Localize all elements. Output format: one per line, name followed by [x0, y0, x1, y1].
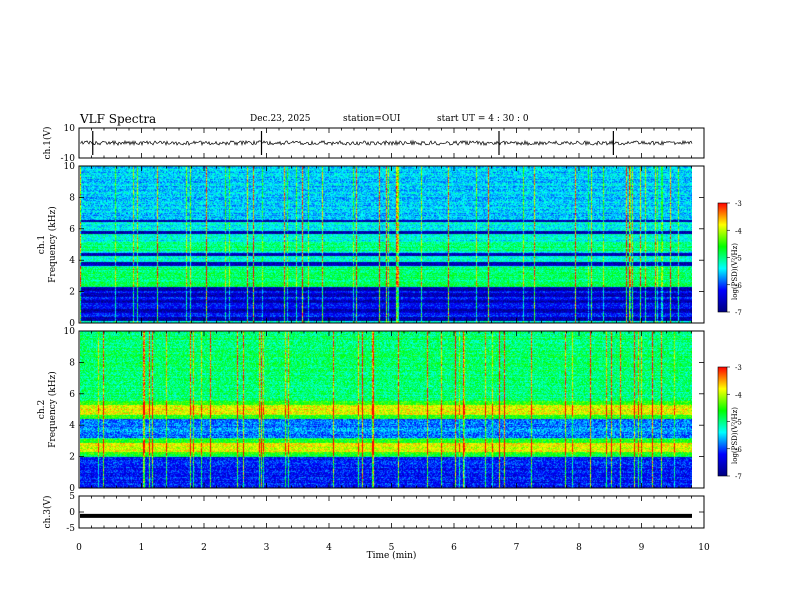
ch1-spec-ytick-label-0: 0 — [69, 319, 75, 329]
ch2-colorbar-tick-label-1: -4 — [735, 391, 742, 399]
ch1-colorbar-bar — [717, 202, 728, 313]
ch1-colorbar-tick-label-3: -6 — [735, 282, 742, 290]
ch1-colorbar-label: log(PSD)(V²/Hz) — [731, 243, 739, 300]
ch2-spec-ytick-label-0: 0 — [69, 484, 75, 494]
ch2-spec-ytick-label-4: 4 — [69, 421, 75, 431]
ch1-spec-ylabel: Frequency (kHz) — [47, 206, 58, 283]
ch2-spec-ytick-label-8: 8 — [69, 358, 75, 368]
ch3-wave-ylabel: ch.3(V) — [42, 496, 53, 529]
ch3-wave-ytick-label-0: 0 — [69, 508, 75, 518]
ch3-wave-ytick-label-5: 5 — [69, 492, 75, 502]
ch2-spec-ytick-label-2: 2 — [69, 453, 75, 463]
xtick-label-8: 8 — [576, 543, 582, 553]
xtick-label-9: 9 — [639, 543, 645, 553]
ch1-colorbar-tick-label-0: -3 — [735, 200, 742, 208]
xtick-label-5: 5 — [389, 543, 395, 553]
ch1-spec-ytick-label-4: 4 — [69, 256, 75, 266]
xtick-label-0: 0 — [76, 543, 82, 553]
ch2-colorbar-label: log(PSD)(V²/Hz) — [731, 407, 739, 464]
ch1-spec-ytick-label-2: 2 — [69, 288, 75, 298]
xtick-label-1: 1 — [139, 543, 145, 553]
xaxis-label: Time (min) — [367, 550, 417, 561]
ch1-colorbar-tick-label-1: -4 — [735, 227, 742, 235]
xtick-label-6: 6 — [451, 543, 457, 553]
ch2-spec-ytick-label-10: 10 — [64, 327, 76, 337]
ch2-colorbar-bar — [717, 366, 728, 477]
ch1-spec-ytick-label-10: 10 — [64, 162, 76, 172]
station-label: station=OUI — [343, 114, 401, 124]
plot-title: VLF Spectra — [80, 112, 157, 126]
ch1-wave-ylabel: ch.1(V) — [42, 127, 53, 160]
start-ut-label: start UT = 4 : 30 : 0 — [437, 114, 529, 124]
ch1-wave-ytick-label--10: -10 — [61, 154, 76, 164]
date-label: Dec.23, 2025 — [250, 114, 311, 124]
xtick-label-2: 2 — [201, 543, 207, 553]
ch3-wave-ytick-label--5: -5 — [66, 524, 75, 534]
ch2-colorbar-tick-label-2: -5 — [735, 419, 742, 427]
ch2-colorbar-tick-label-0: -3 — [735, 364, 742, 372]
ch1-spec-ytick-label-8: 8 — [69, 193, 75, 203]
ch2-colorbar-tick-label-3: -6 — [735, 446, 742, 454]
ch2-spectrogram-image — [80, 331, 692, 488]
ch1-wave-ytick-label-10: 10 — [64, 124, 76, 134]
ch1-waveform-line — [79, 139, 693, 147]
xtick-label-4: 4 — [326, 543, 332, 553]
xtick-label-3: 3 — [264, 543, 270, 553]
ch1-colorbar-tick-label-2: -5 — [735, 255, 742, 263]
xtick-label-7: 7 — [514, 543, 520, 553]
ch1-spec-ytick-label-6: 6 — [69, 225, 75, 235]
ch1-spectrogram-image — [80, 166, 692, 323]
ch2-spec-ytick-label-6: 6 — [69, 390, 75, 400]
ch2-spec-ylabel-channel: ch.2 — [37, 400, 47, 419]
ch1-colorbar-tick-label-4: -7 — [735, 309, 742, 317]
ch2-spec-ylabel: Frequency (kHz) — [47, 371, 58, 448]
ch1-spec-ylabel-channel: ch.1 — [37, 235, 47, 254]
xtick-label-10: 10 — [698, 543, 710, 553]
ch2-colorbar-tick-label-4: -7 — [735, 473, 742, 481]
